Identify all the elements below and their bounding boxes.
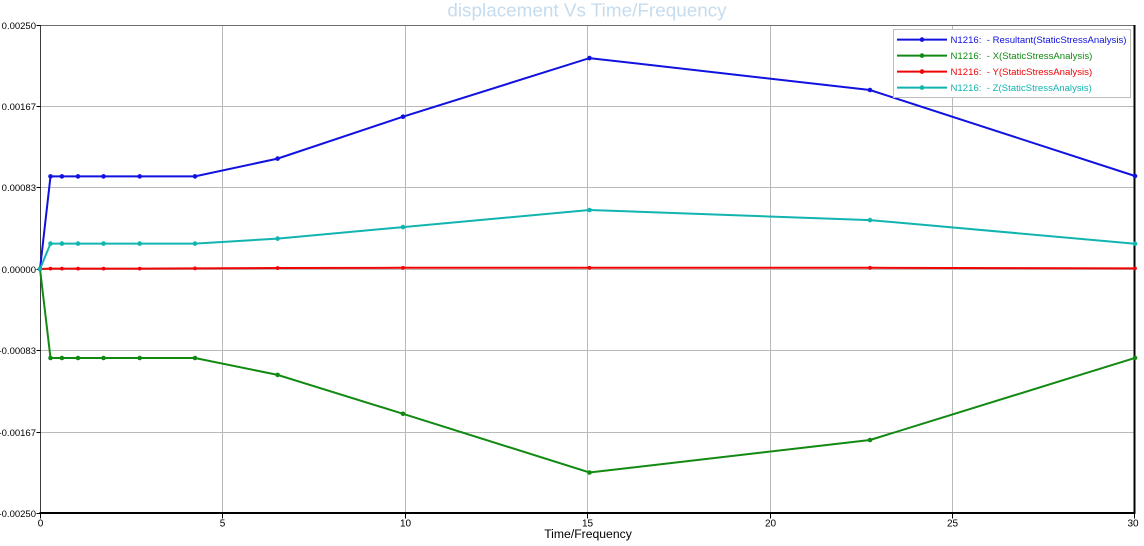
svg-text:displacement Vs Time/Frequency: displacement Vs Time/Frequency <box>447 1 727 22</box>
svg-text:10: 10 <box>400 519 412 530</box>
svg-text:-0.00250: -0.00250 <box>0 509 36 520</box>
svg-text:25: 25 <box>947 519 959 530</box>
svg-text:0.00000: 0.00000 <box>2 265 36 276</box>
svg-text:0: 0 <box>38 519 44 530</box>
svg-text:0.00167: 0.00167 <box>2 102 36 113</box>
svg-text:N1216: - Z(StaticStressAnalys: N1216: - Z(StaticStressAnalysis) <box>951 83 1092 94</box>
svg-text:30: 30 <box>1127 519 1139 530</box>
svg-text:Time/Frequency: Time/Frequency <box>544 527 633 541</box>
svg-text:N1216: - Resultant(StaticStre: N1216: - Resultant(StaticStressAnalysis) <box>951 35 1127 46</box>
svg-text:5: 5 <box>220 519 226 530</box>
svg-text:N1216: - X(StaticStressAnalys: N1216: - X(StaticStressAnalysis) <box>951 51 1093 62</box>
svg-text:15: 15 <box>582 519 594 530</box>
svg-text:0.00250: 0.00250 <box>2 21 36 32</box>
svg-text:-0.00083: -0.00083 <box>0 346 36 357</box>
svg-text:N1216: - Y(StaticStressAnalys: N1216: - Y(StaticStressAnalysis) <box>951 67 1093 78</box>
svg-text:0.00083: 0.00083 <box>2 183 36 194</box>
svg-text:20: 20 <box>765 519 777 530</box>
svg-text:-0.00167: -0.00167 <box>0 428 36 439</box>
